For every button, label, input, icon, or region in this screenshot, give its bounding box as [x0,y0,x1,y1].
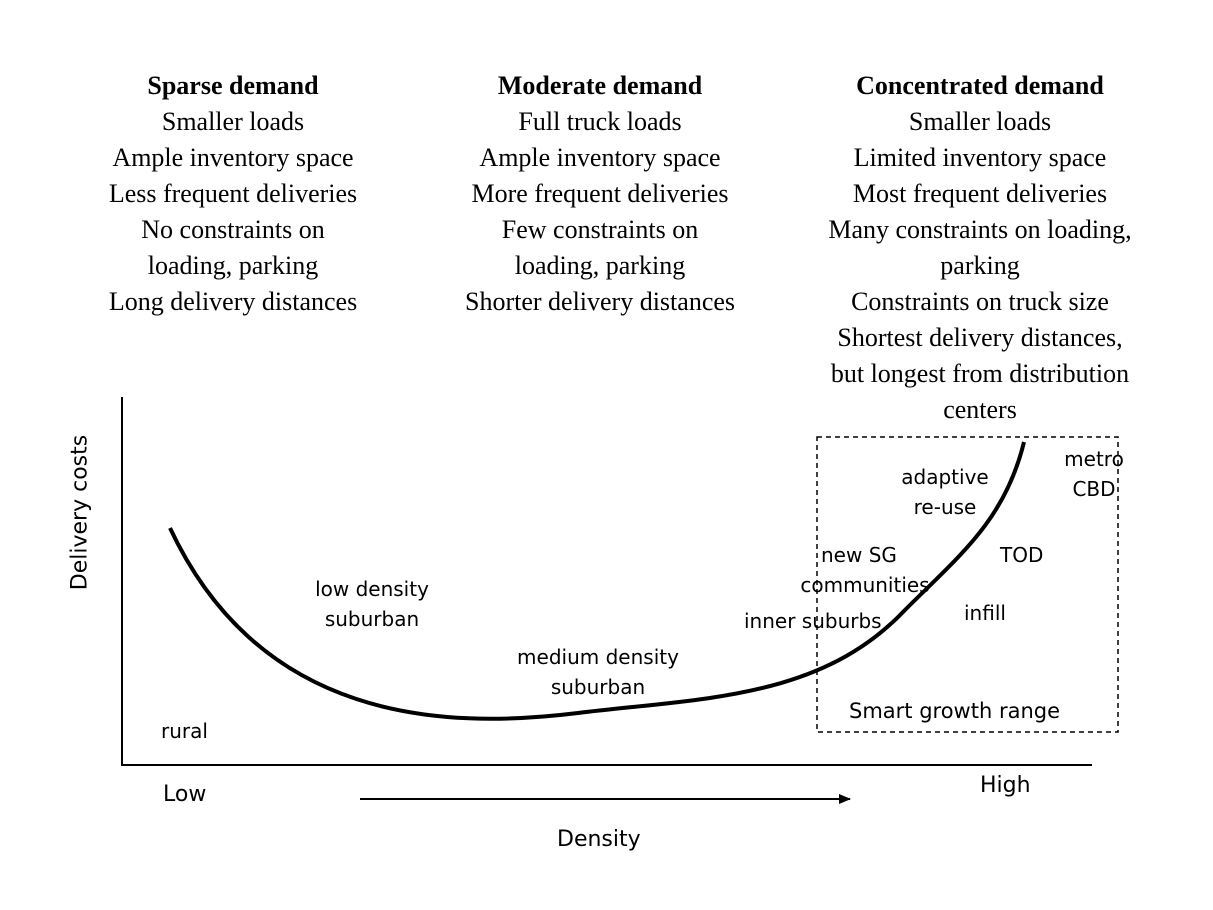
column-line: parking [940,251,1020,280]
column-line: Less frequent deliveries [108,179,358,208]
label-line: CBD [1072,477,1116,501]
column-line: More frequent deliveries [471,179,729,208]
column-line: Ample inventory space [112,143,354,172]
column-line: Ample inventory space [479,143,721,172]
delivery-cost-curve [168,441,1026,721]
label-metro-cbd: metro CBD [1054,444,1134,504]
label-rural: rural [161,719,208,743]
column-line: Most frequent deliveries [852,179,1108,208]
column-line: Limited inventory space [853,143,1107,172]
label-line: suburban [550,675,646,699]
column-concentrated-demand: Concentrated demand Smaller loads Limite… [795,68,1165,428]
column-heading: Sparse demand [147,71,319,100]
column-line: Full truck loads [518,107,682,136]
smart-growth-range-box [816,436,1119,733]
label-line: adaptive [901,465,989,489]
column-line: Many constraints on loading, [828,215,1132,244]
column-heading: Moderate demand [497,71,703,100]
label-line: metro [1064,447,1124,471]
label-tod: TOD [1000,543,1044,567]
column-line: Smaller loads [161,107,305,136]
label-line: low density [315,577,429,601]
label-new-sg-communities: new SG communities [785,540,945,600]
label-adaptive-reuse: adaptive re-use [890,462,1000,522]
y-axis-label: Delivery costs [67,434,93,591]
label-line: medium density [517,645,679,669]
label-inner-suburbs: inner suburbs [744,609,882,633]
x-axis-low-label: Low [163,782,207,807]
label-infill: infill [964,601,1006,625]
column-moderate-demand: Moderate demand Full truck loads Ample i… [430,68,770,320]
x-axis-label: Density [557,827,641,852]
column-line: centers [943,395,1017,424]
x-axis-high-label: High [980,773,1031,798]
smart-growth-range-label: Smart growth range [849,699,1061,723]
column-sparse-demand: Sparse demand Smaller loads Ample invent… [73,68,393,320]
label-line: re-use [913,495,977,519]
label-line: suburban [324,607,420,631]
column-line: Long delivery distances [108,287,358,316]
column-line: Shorter delivery distances [464,287,736,316]
column-heading: Concentrated demand [856,71,1104,100]
label-medium-density-suburban: medium density suburban [500,642,696,702]
column-line: but longest from distribution [830,359,1130,388]
column-line: Smaller loads [908,107,1052,136]
column-line: Shortest delivery distances, [837,323,1123,352]
label-low-density-suburban: low density suburban [300,574,444,634]
label-line: new SG [821,543,897,567]
column-line: Few constraints on [501,215,699,244]
column-line: No constraints on [141,215,325,244]
column-line: Constraints on truck size [851,287,1109,316]
column-line: loading, parking [514,251,686,280]
label-line: communities [800,573,930,597]
column-line: loading, parking [147,251,319,280]
